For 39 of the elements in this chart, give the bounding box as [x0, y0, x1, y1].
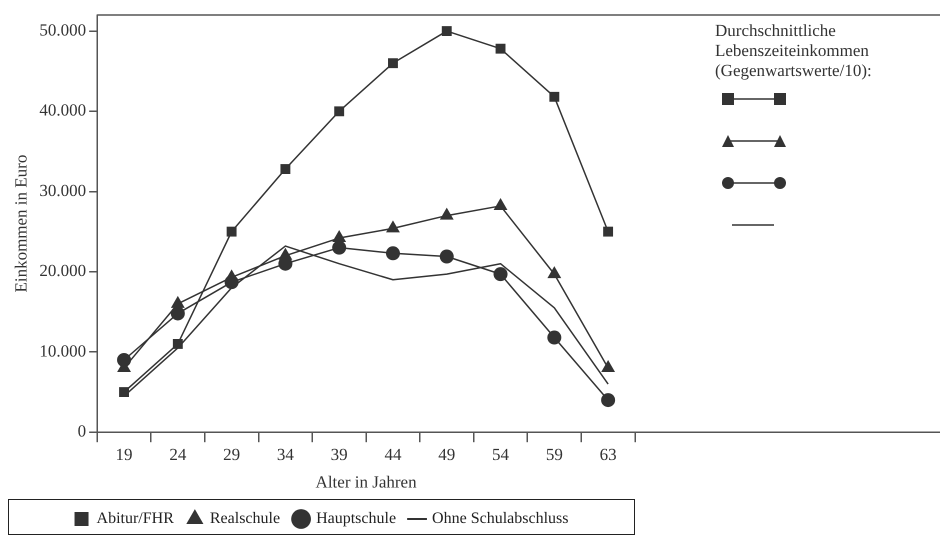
- point: [547, 330, 562, 345]
- x-tick-label: 63: [600, 444, 617, 464]
- x-tick-label: 39: [330, 444, 348, 464]
- point: [440, 249, 454, 264]
- y-tick-label: 30.000: [39, 180, 86, 200]
- point: [334, 106, 344, 116]
- y-axis-title: Einkommen in Euro: [12, 154, 31, 293]
- point: [388, 58, 398, 68]
- point: [226, 226, 237, 237]
- y-tick-label: 20.000: [39, 261, 86, 280]
- y-tick-label: 50.000: [39, 20, 86, 40]
- point: [603, 226, 614, 237]
- x-axis-title: Alter in Jahren: [316, 472, 418, 492]
- point: [332, 240, 346, 255]
- legend-label: Hauptschule: [316, 510, 396, 528]
- text: Durchschnittliche Lebenszeiteinkommen (Gegenwartswerte/10):: [715, 20, 872, 80]
- x-tick-label: 49: [438, 444, 456, 464]
- x-tick-label: 34: [276, 444, 294, 464]
- x-tick-label: 59: [546, 444, 563, 464]
- x-tick-label: 24: [169, 444, 187, 464]
- x-tick-label: 44: [384, 444, 402, 464]
- point: [442, 26, 452, 36]
- y-tick-label: 40.000: [39, 100, 86, 120]
- point: [494, 267, 508, 282]
- point: [496, 44, 506, 54]
- x-tick-label: 19: [116, 444, 133, 464]
- legend-label: Realschule: [210, 510, 280, 528]
- legend-label: Ohne Schulabschluss: [432, 510, 568, 528]
- point: [549, 92, 560, 102]
- x-tick-label: 29: [223, 444, 240, 464]
- y-tick-label: 0: [78, 422, 86, 441]
- y-tick-label: 10.000: [39, 341, 86, 360]
- point: [601, 393, 616, 408]
- x-tick-label: 54: [492, 444, 510, 464]
- point: [280, 164, 290, 174]
- point: [172, 338, 183, 349]
- point: [119, 387, 129, 398]
- point: [386, 246, 400, 260]
- legend-label: Abitur/FHR: [96, 510, 174, 528]
